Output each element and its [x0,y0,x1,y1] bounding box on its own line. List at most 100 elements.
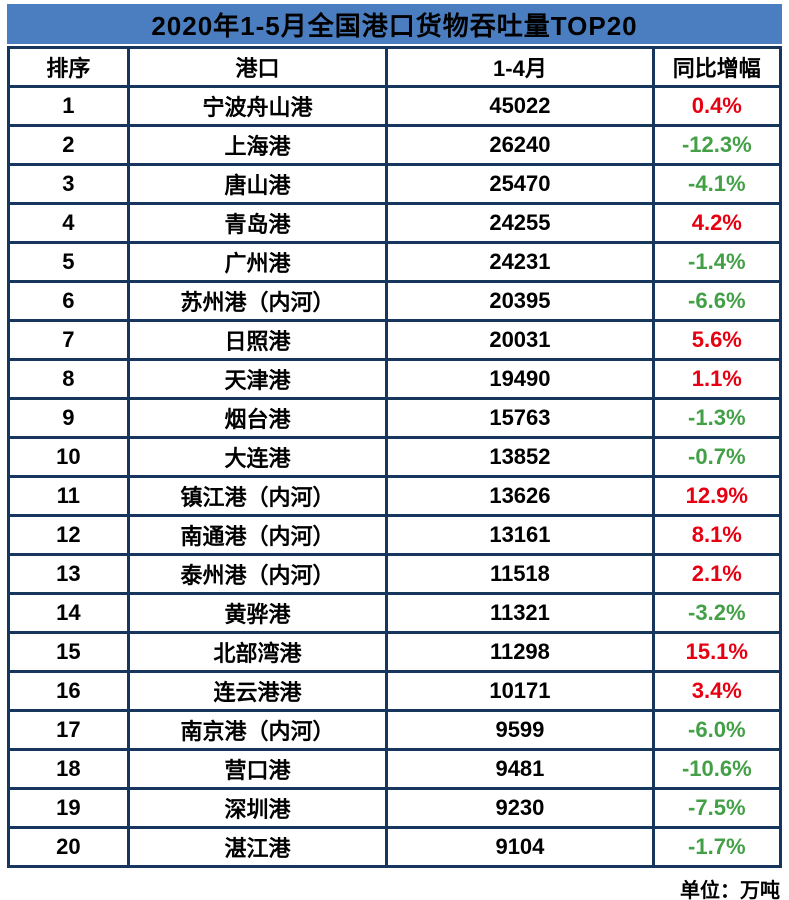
rank-cell: 4 [7,202,130,244]
table-row: 8 天津港 19490 1.1% [7,358,783,400]
value-cell: 45022 [385,85,655,127]
change-cell: -1.7% [651,826,783,868]
change-cell: 5.6% [651,319,783,361]
port-cell: 连云港港 [126,670,389,712]
port-cell: 营口港 [126,748,389,790]
port-cell: 南通港（内河） [126,514,389,556]
value-cell: 24255 [385,202,655,244]
table-row: 4 青岛港 24255 4.2% [7,202,783,244]
rank-cell: 14 [7,592,130,634]
value-cell: 9481 [385,748,655,790]
value-cell: 25470 [385,163,655,205]
table-row: 3 唐山港 25470 -4.1% [7,163,783,205]
table-row: 20 湛江港 9104 -1.7% [7,826,783,868]
change-cell: -6.0% [651,709,783,751]
change-cell: -4.1% [651,163,783,205]
port-cell: 宁波舟山港 [126,85,389,127]
column-header-change: 同比增幅 [651,46,783,88]
rank-cell: 2 [7,124,130,166]
rank-cell: 3 [7,163,130,205]
value-cell: 11298 [385,631,655,673]
rank-cell: 16 [7,670,130,712]
value-cell: 9599 [385,709,655,751]
table-row: 15 北部湾港 11298 15.1% [7,631,783,673]
column-header-rank: 排序 [7,46,130,88]
port-cell: 深圳港 [126,787,389,829]
table-row: 19 深圳港 9230 -7.5% [7,787,783,829]
table-row: 13 泰州港（内河） 11518 2.1% [7,553,783,595]
change-cell: 1.1% [651,358,783,400]
change-cell: -3.2% [651,592,783,634]
change-cell: 8.1% [651,514,783,556]
column-header-port: 港口 [126,46,389,88]
value-cell: 26240 [385,124,655,166]
rank-cell: 12 [7,514,130,556]
table-row: 1 宁波舟山港 45022 0.4% [7,85,783,127]
port-cell: 青岛港 [126,202,389,244]
change-cell: -10.6% [651,748,783,790]
change-cell: -12.3% [651,124,783,166]
value-cell: 24231 [385,241,655,283]
value-cell: 11321 [385,592,655,634]
rank-cell: 20 [7,826,130,868]
value-cell: 13161 [385,514,655,556]
port-cell: 南京港（内河） [126,709,389,751]
ports-table: 排序 港口 1-4月 同比增幅 1 宁波舟山港 45022 0.4% 2 上海港… [7,46,783,868]
table-row: 5 广州港 24231 -1.4% [7,241,783,283]
table-header-row: 排序 港口 1-4月 同比增幅 [7,46,783,88]
port-cell: 镇江港（内河） [126,475,389,517]
table-row: 6 苏州港（内河） 20395 -6.6% [7,280,783,322]
change-cell: 0.4% [651,85,783,127]
page-title: 2020年1-5月全国港口货物吞吐量TOP20 [7,4,782,44]
change-cell: 2.1% [651,553,783,595]
rank-cell: 10 [7,436,130,478]
value-cell: 13852 [385,436,655,478]
change-cell: -6.6% [651,280,783,322]
rank-cell: 6 [7,280,130,322]
column-header-value: 1-4月 [385,46,655,88]
change-cell: -0.7% [651,436,783,478]
unit-note: 单位：万吨 [680,880,780,900]
rank-cell: 1 [7,85,130,127]
rank-cell: 19 [7,787,130,829]
value-cell: 10171 [385,670,655,712]
table-row: 17 南京港（内河） 9599 -6.0% [7,709,783,751]
table-row: 16 连云港港 10171 3.4% [7,670,783,712]
port-cell: 泰州港（内河） [126,553,389,595]
table-row: 10 大连港 13852 -0.7% [7,436,783,478]
port-cell: 北部湾港 [126,631,389,673]
change-cell: 12.9% [651,475,783,517]
table-row: 2 上海港 26240 -12.3% [7,124,783,166]
value-cell: 9230 [385,787,655,829]
value-cell: 9104 [385,826,655,868]
change-cell: -7.5% [651,787,783,829]
value-cell: 20031 [385,319,655,361]
table-row: 9 烟台港 15763 -1.3% [7,397,783,439]
table-row: 18 营口港 9481 -10.6% [7,748,783,790]
table-row: 12 南通港（内河） 13161 8.1% [7,514,783,556]
rank-cell: 5 [7,241,130,283]
change-cell: -1.3% [651,397,783,439]
port-cell: 广州港 [126,241,389,283]
value-cell: 13626 [385,475,655,517]
port-cell: 日照港 [126,319,389,361]
port-cell: 天津港 [126,358,389,400]
change-cell: 3.4% [651,670,783,712]
value-cell: 19490 [385,358,655,400]
rank-cell: 9 [7,397,130,439]
port-cell: 烟台港 [126,397,389,439]
port-cell: 上海港 [126,124,389,166]
rank-cell: 15 [7,631,130,673]
rank-cell: 13 [7,553,130,595]
change-cell: 15.1% [651,631,783,673]
table-row: 11 镇江港（内河） 13626 12.9% [7,475,783,517]
rank-cell: 7 [7,319,130,361]
value-cell: 20395 [385,280,655,322]
port-cell: 湛江港 [126,826,389,868]
change-cell: -1.4% [651,241,783,283]
value-cell: 11518 [385,553,655,595]
rank-cell: 8 [7,358,130,400]
port-cell: 唐山港 [126,163,389,205]
port-cell: 黄骅港 [126,592,389,634]
rank-cell: 18 [7,748,130,790]
